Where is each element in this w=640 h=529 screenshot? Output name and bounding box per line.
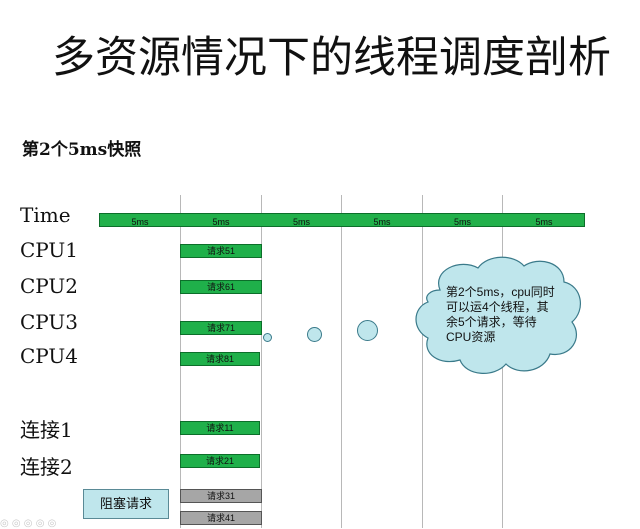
request-bar-21: 请求21 xyxy=(180,454,260,468)
row-label-cpu3: CPU3 xyxy=(20,310,78,334)
time-segment: 5ms xyxy=(342,213,422,227)
row-label-conn1: 连接1 xyxy=(20,418,73,442)
snapshot-subtitle: 第2个5ms快照 xyxy=(22,140,142,160)
request-bar-71: 请求71 xyxy=(180,321,262,335)
blocked-request-bar-31: 请求31 xyxy=(180,489,262,503)
blocked-request-legend: 阻塞请求 xyxy=(83,489,169,519)
time-segment: 5ms xyxy=(261,213,342,227)
time-segment: 5ms xyxy=(181,213,261,227)
row-label-cpu4: CPU4 xyxy=(20,344,78,368)
row-label-conn2: 连接2 xyxy=(20,455,73,479)
time-segment: 5ms xyxy=(503,213,585,227)
slide-title: 多资源情况下的线程调度剖析 xyxy=(52,33,611,83)
request-bar-11: 请求11 xyxy=(180,421,260,435)
grid-line xyxy=(261,195,262,528)
time-label: Time xyxy=(20,203,71,227)
time-segment: 5ms xyxy=(99,213,181,227)
thought-bubble-large xyxy=(357,320,378,341)
time-segment: 5ms xyxy=(422,213,503,227)
request-bar-81: 请求81 xyxy=(180,352,260,366)
watermark-icon: ◎ ◎ ◎ ◎ ◎ xyxy=(0,518,57,529)
request-bar-61: 请求61 xyxy=(180,280,262,294)
cloud-callout xyxy=(415,256,581,374)
thought-bubble-medium xyxy=(307,327,322,342)
callout-text: 第2个5ms，cpu同时可以运4个线程，其余5个请求，等待CPU资源 xyxy=(446,285,555,344)
blocked-request-bar-41: 请求41 xyxy=(180,511,262,525)
row-label-cpu2: CPU2 xyxy=(20,274,78,298)
row-label-cpu1: CPU1 xyxy=(20,238,78,262)
thought-bubble-small xyxy=(263,333,272,342)
grid-line xyxy=(341,195,342,528)
request-bar-51: 请求51 xyxy=(180,244,262,258)
grid-line xyxy=(422,195,423,528)
